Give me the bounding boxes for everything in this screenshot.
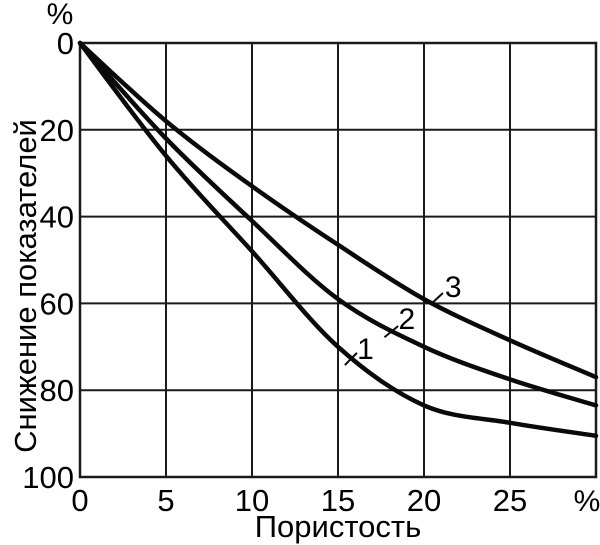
curve-label-tick-1 [344,352,358,366]
x-axis-title: Пористость [255,509,422,544]
curve-3 [77,40,599,380]
plot-frame [78,41,598,479]
y-tick-label-80: 80 [40,373,74,408]
x-tick-label-10: 10 [235,483,269,518]
curve-2 [77,40,599,408]
curve-label-3: 3 [445,271,462,304]
y-tick-label-100: 100 [22,460,74,495]
curve-1 [77,40,599,439]
x-tick-label-0: 0 [71,483,88,518]
curve-label-1: 1 [357,333,374,366]
x-tick-label-5: 5 [157,483,174,518]
x-tick-label-25: 25 [493,483,527,518]
curve-label-tick-3 [430,292,444,305]
y-axis-unit-label: % [47,0,74,31]
y-tick-label-60: 60 [40,286,74,321]
y-tick-label-40: 40 [40,200,74,235]
y-axis-title: Снижение показателей [8,119,43,453]
curve-label-2: 2 [398,303,415,336]
y-tick-label-0: 0 [57,26,74,61]
x-tick-label-20: 20 [407,483,441,518]
x-tick-label-15: 15 [321,483,355,518]
curve-label-tick-2 [383,325,399,339]
y-tick-label-20: 20 [40,113,74,148]
x-axis-unit-label: % [574,485,600,518]
